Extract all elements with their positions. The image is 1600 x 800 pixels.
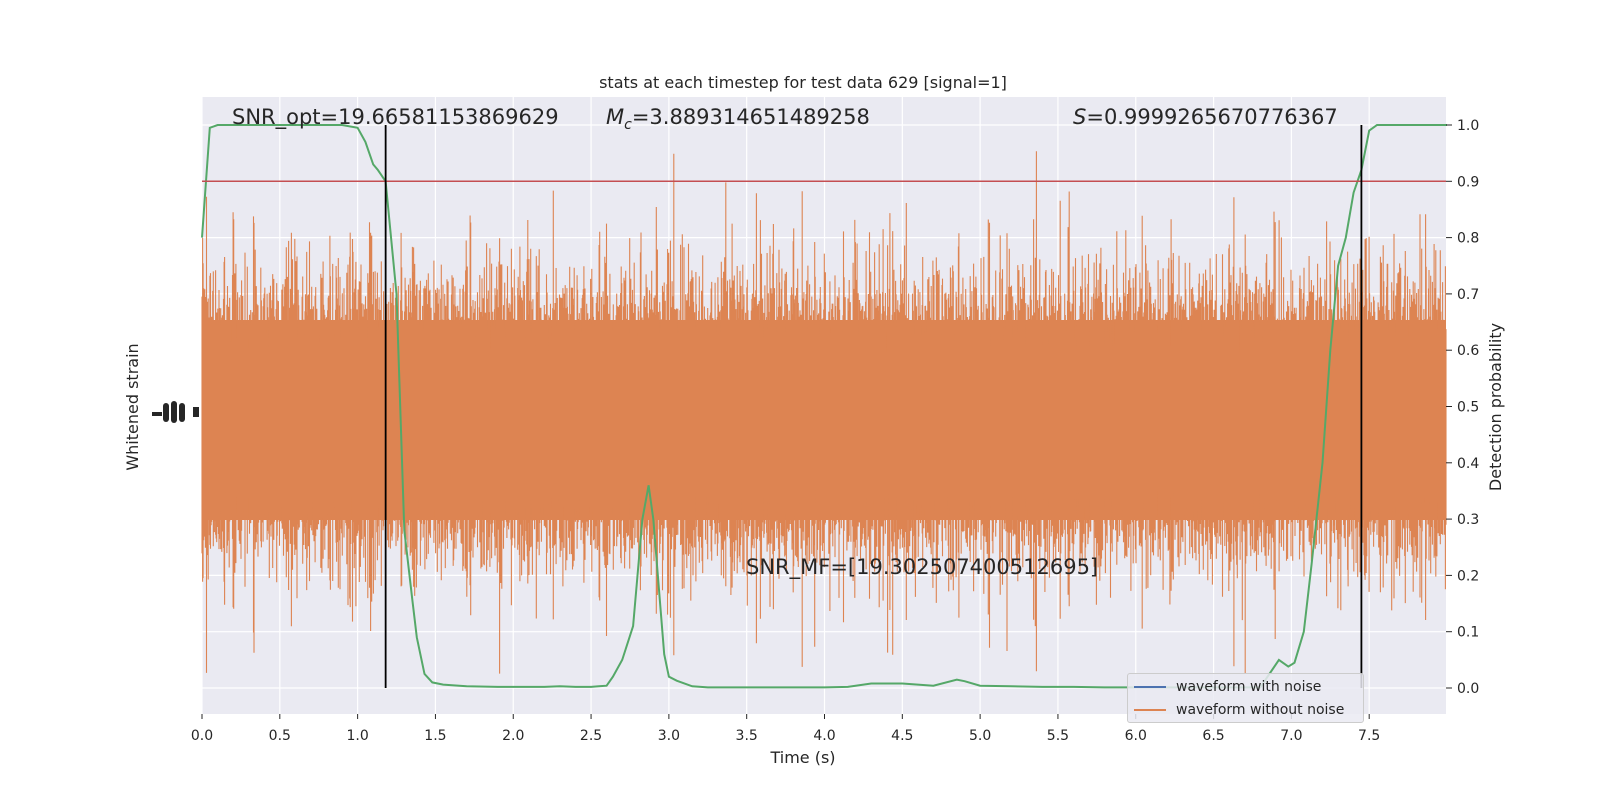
x-tick-label: 6.5 xyxy=(1202,728,1224,744)
x-tick-label: 7.0 xyxy=(1280,728,1302,744)
legend-swatch-clean xyxy=(1134,709,1166,711)
x-tick-label: 1.5 xyxy=(424,728,446,744)
x-tick-label: 3.0 xyxy=(658,728,680,744)
x-axis-label: Time (s) xyxy=(769,748,835,767)
y-tick-label: 1.0 xyxy=(1457,118,1479,134)
x-tick-label: 4.0 xyxy=(813,728,835,744)
legend-item-clean: waveform without noise xyxy=(1134,700,1344,720)
y-tick-label: 0.2 xyxy=(1457,568,1479,584)
s-annotation: S=0.9999265670776367 xyxy=(1073,105,1338,129)
y-tick-label: 0.4 xyxy=(1457,456,1479,472)
detection-probability-line xyxy=(201,124,1447,689)
legend-item-noise: waveform with noise xyxy=(1134,677,1321,697)
legend-label-noise: waveform with noise xyxy=(1176,679,1322,695)
probability-series xyxy=(201,124,1447,689)
x-tick-label: 2.5 xyxy=(580,728,602,744)
legend: waveform with noise waveform without noi… xyxy=(1127,673,1364,723)
chart-title: stats at each timestep for test data 629… xyxy=(599,73,1007,92)
y-tick-label: 0.0 xyxy=(1457,681,1479,697)
x-tick-label: 4.5 xyxy=(891,728,913,744)
y-tick-label: 0.3 xyxy=(1457,512,1479,528)
threshold-and-markers xyxy=(202,125,1446,688)
y-axis-label-right: Detection probability xyxy=(1486,323,1505,491)
x-tick-label: 6.0 xyxy=(1125,728,1147,744)
chirp-mass-annotation: Mc=3.889314651489258 xyxy=(606,105,870,133)
snr-opt-annotation: SNR_opt=19.66581153869629 xyxy=(232,105,559,130)
y-tick-label: 0.7 xyxy=(1457,287,1479,303)
legend-swatch-noise xyxy=(1134,686,1166,688)
y-axis-label-left: Whitened strain xyxy=(123,343,142,470)
y-tick-label: 0.9 xyxy=(1457,174,1479,190)
snr-mf-annotation: SNR_MF=[19.302507400512695] xyxy=(746,555,1098,580)
axes: 0.0 0.5 1.0 1.5 2.0 2.5 3.0 3.5 4.0 4.5 5.0 5.5 6.0 6… xyxy=(191,118,1479,744)
x-tick-label: 5.0 xyxy=(969,728,991,744)
y-tick-label: 0.6 xyxy=(1457,343,1479,359)
y-tick-label: 0.1 xyxy=(1457,625,1479,641)
left-axis-ticks xyxy=(152,401,199,423)
y-tick-label: 0.8 xyxy=(1457,231,1479,247)
x-tick-label: 0.0 xyxy=(191,728,213,744)
x-tick-label: 5.5 xyxy=(1047,728,1069,744)
x-tick-label: 0.5 xyxy=(269,728,291,744)
x-tick-label: 1.0 xyxy=(346,728,368,744)
x-tick-label: 3.5 xyxy=(736,728,758,744)
waveform-without-noise-line xyxy=(201,151,1447,674)
x-tick-label: 2.0 xyxy=(502,728,524,744)
y-tick-label: 0.5 xyxy=(1457,400,1479,416)
x-tick-label: 7.5 xyxy=(1358,728,1380,744)
legend-label-clean: waveform without noise xyxy=(1176,702,1345,718)
strain-series xyxy=(201,151,1447,674)
